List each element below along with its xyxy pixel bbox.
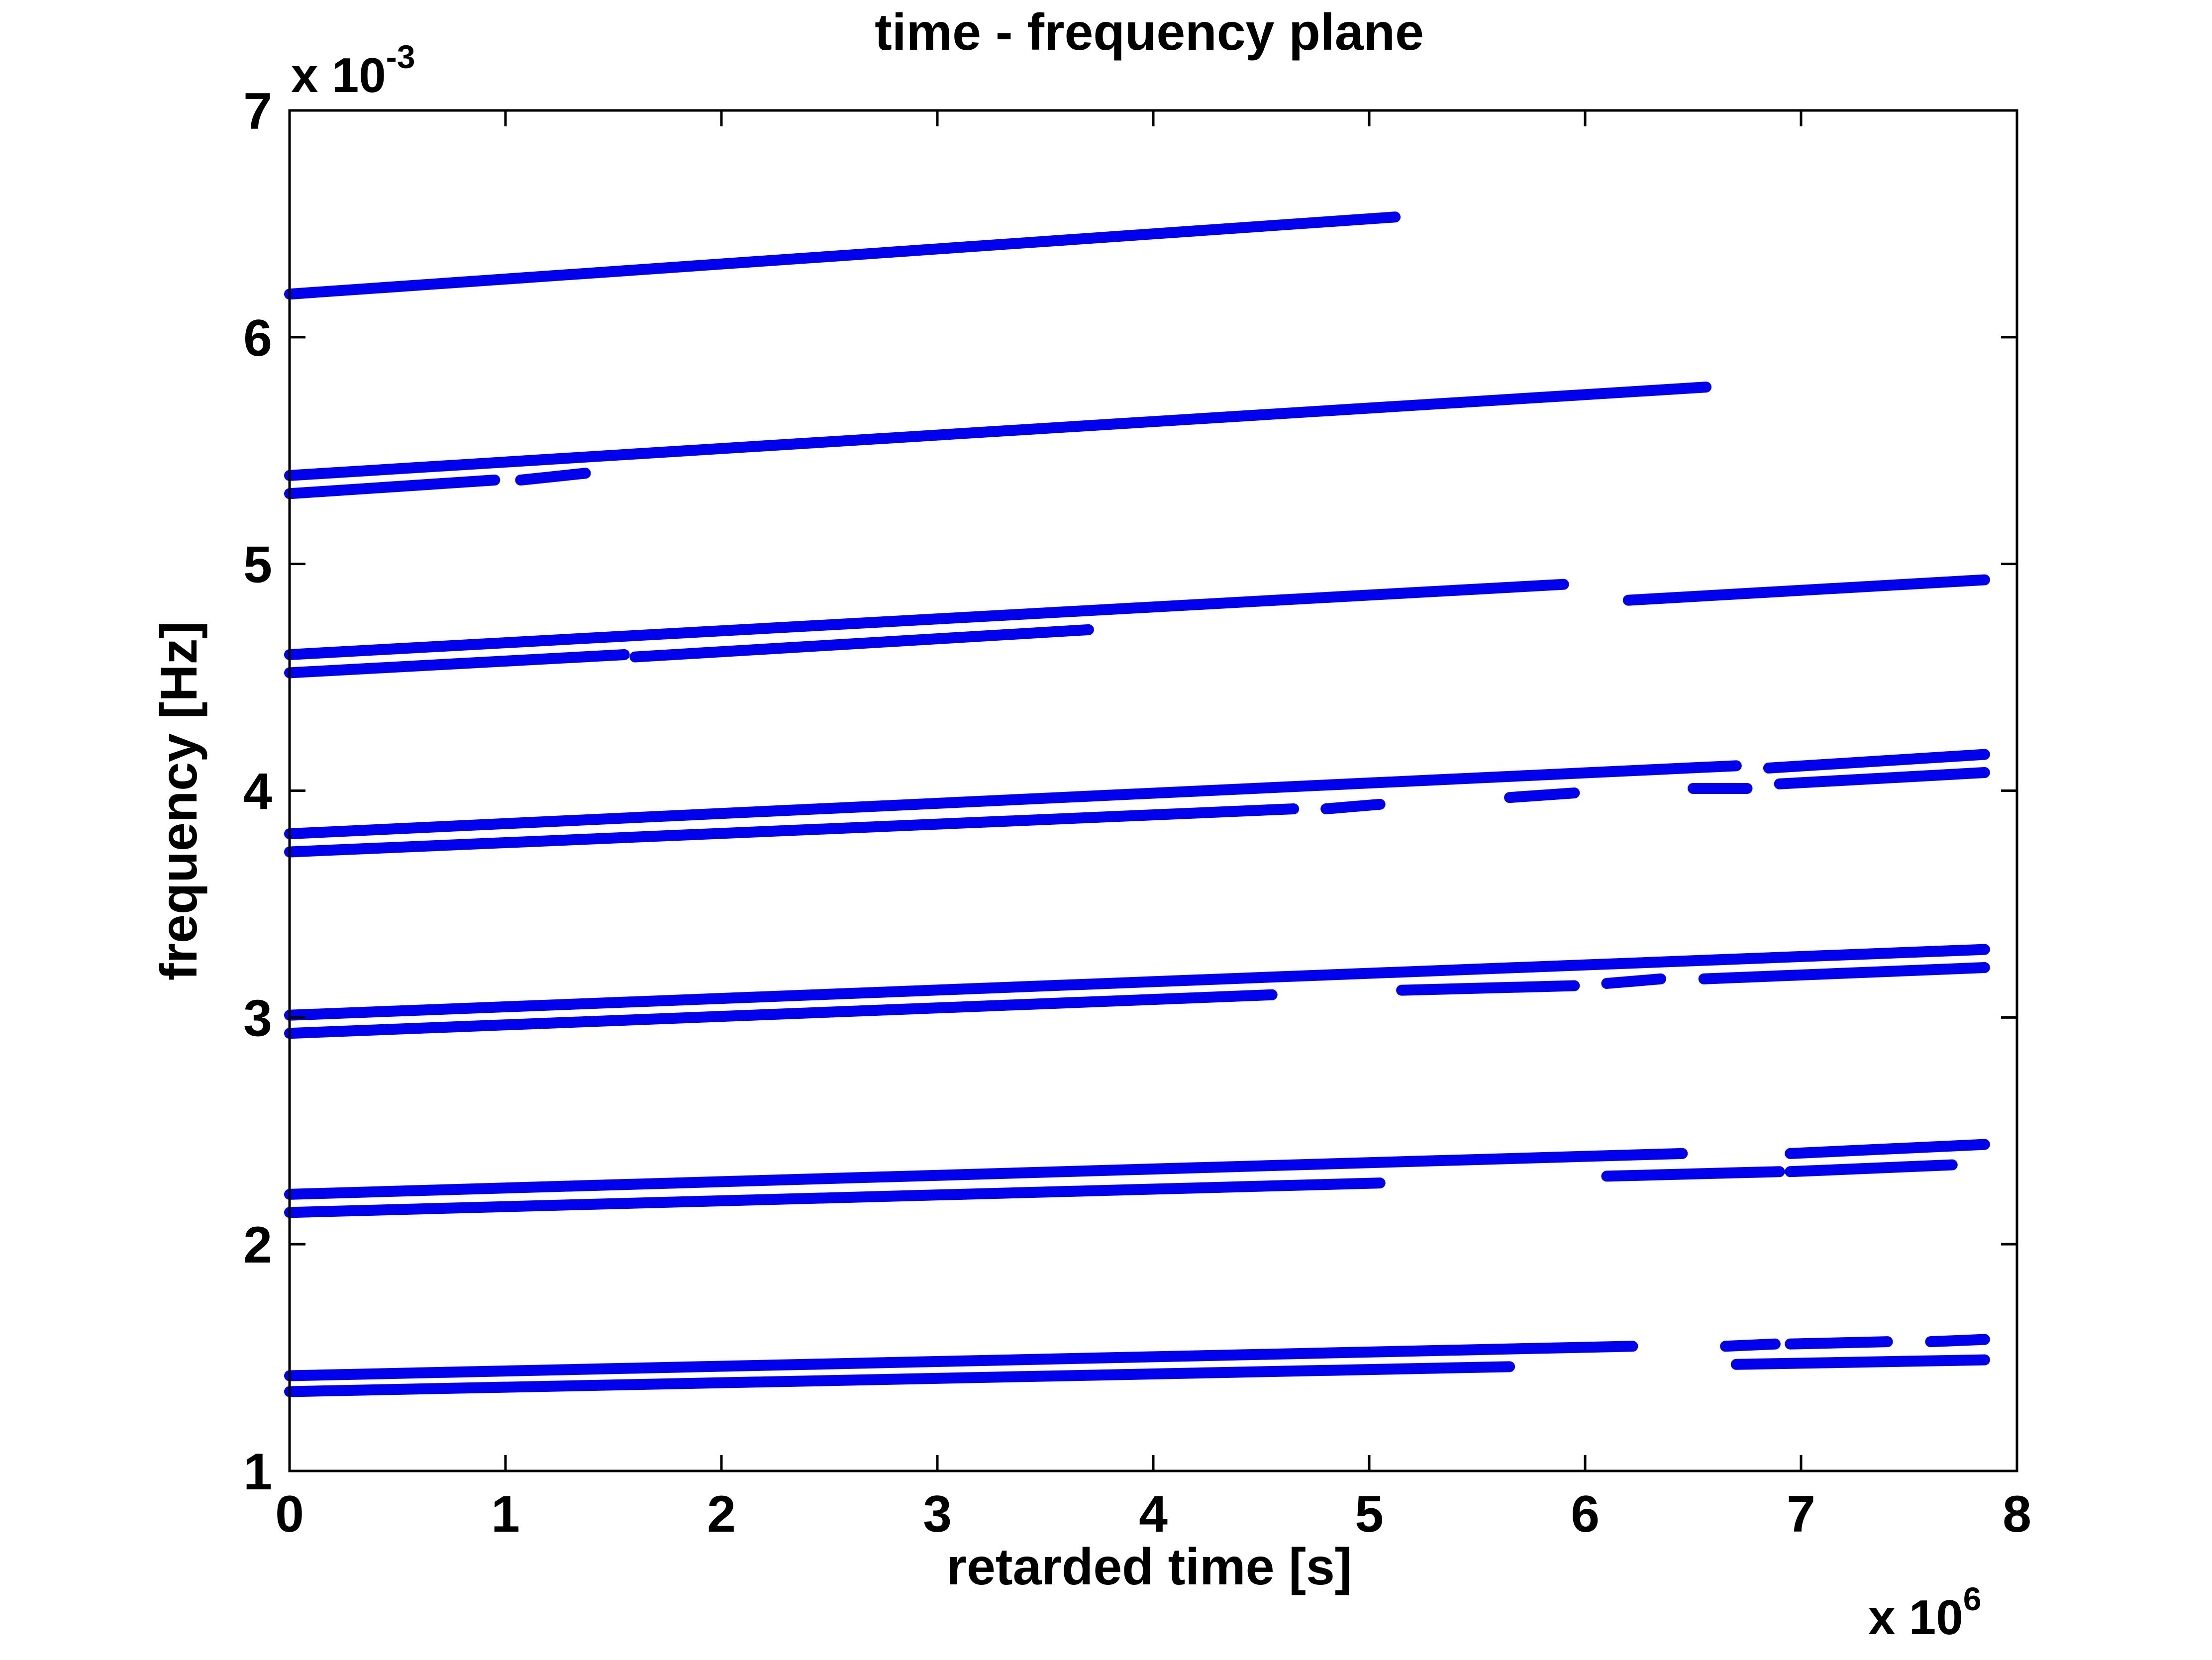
y-multiplier-base: x 10	[291, 48, 386, 102]
y-tick-label-6: 7	[243, 83, 272, 140]
x-tick-label-1: 1	[491, 1485, 520, 1543]
x-multiplier-exponent: 6	[1963, 1580, 1982, 1617]
frequency-track-segment-3	[515, 468, 591, 486]
y-tick-label-4: 5	[243, 536, 272, 594]
frequency-track-segment-14	[1774, 767, 1990, 789]
frequency-track-segment-8	[284, 760, 1742, 840]
x-tick-label-5: 5	[1355, 1485, 1384, 1543]
frequency-track-segment-5	[1622, 574, 1990, 606]
frequency-track-segment-26	[284, 1361, 1515, 1397]
svg-text:x 10-3: x 10-3	[291, 38, 415, 102]
frequency-track-segment-25	[284, 1341, 1638, 1381]
x-axis-label: retarded time [s]	[947, 1538, 1352, 1596]
y-tick-label-1: 2	[243, 1216, 272, 1274]
frequency-track-segment-9	[1763, 749, 1990, 774]
y-tick-label-5: 6	[243, 309, 272, 367]
frequency-track-segment-18	[1601, 973, 1666, 989]
frequency-track-segment-2	[284, 475, 501, 499]
frequency-track-segment-11	[1320, 798, 1386, 814]
x-tick-label-4: 4	[1139, 1485, 1168, 1543]
frequency-track-segment-6	[284, 649, 630, 679]
frequency-track-segment-19	[1698, 962, 1990, 984]
y-tick-label-0: 1	[243, 1443, 272, 1501]
frequency-track-segment-17	[1396, 980, 1580, 996]
y-multiplier: x 10-3	[291, 38, 415, 102]
frequency-track-segment-28	[1785, 1336, 1893, 1350]
plot-area-frame	[288, 109, 2018, 1472]
frequency-track-segment-7	[629, 624, 1094, 663]
frequency-track-segment-23	[1601, 1166, 1785, 1182]
frequency-track-segment-1	[284, 382, 1712, 481]
x-tick-label-7: 7	[1787, 1485, 1815, 1543]
x-tick-label-0: 0	[275, 1485, 304, 1543]
frequency-track-segment-20	[284, 1148, 1688, 1200]
chart-title: time - frequency plane	[875, 3, 1424, 61]
track-group	[284, 211, 1990, 1397]
x-multiplier-base: x 10	[1868, 1590, 1963, 1645]
x-tick-label-8: 8	[2003, 1485, 2031, 1543]
frequency-track-segment-21	[1785, 1139, 1990, 1159]
frequency-track-segment-4	[284, 579, 1569, 660]
x-tick-label-2: 2	[707, 1485, 736, 1543]
frequency-track-segment-12	[1504, 787, 1580, 803]
y-multiplier-exponent: -3	[386, 38, 415, 75]
x-tick-label-6: 6	[1571, 1485, 1600, 1543]
y-tick-label-3: 4	[243, 763, 272, 821]
frequency-track-segment-29	[1925, 1334, 1990, 1348]
frequency-track-segment-30	[1730, 1354, 1990, 1370]
frequency-track-segment-24	[1785, 1159, 1958, 1177]
frequency-track-segment-22	[284, 1177, 1386, 1218]
frequency-track-segment-0	[284, 211, 1401, 300]
frequency-track-segment-27	[1720, 1338, 1781, 1352]
frequency-track-segment-16	[284, 989, 1278, 1039]
x-tick-label-3: 3	[923, 1485, 952, 1543]
y-tick-label-2: 3	[243, 989, 272, 1047]
frequency-track-segment-15	[284, 944, 1990, 1021]
svg-text:x 106: x 106	[1868, 1580, 1981, 1645]
y-axis-label: frequency [Hz]	[150, 621, 208, 980]
x-multiplier: x 106	[1868, 1580, 1981, 1645]
frequency-track-segment-10	[284, 803, 1300, 858]
